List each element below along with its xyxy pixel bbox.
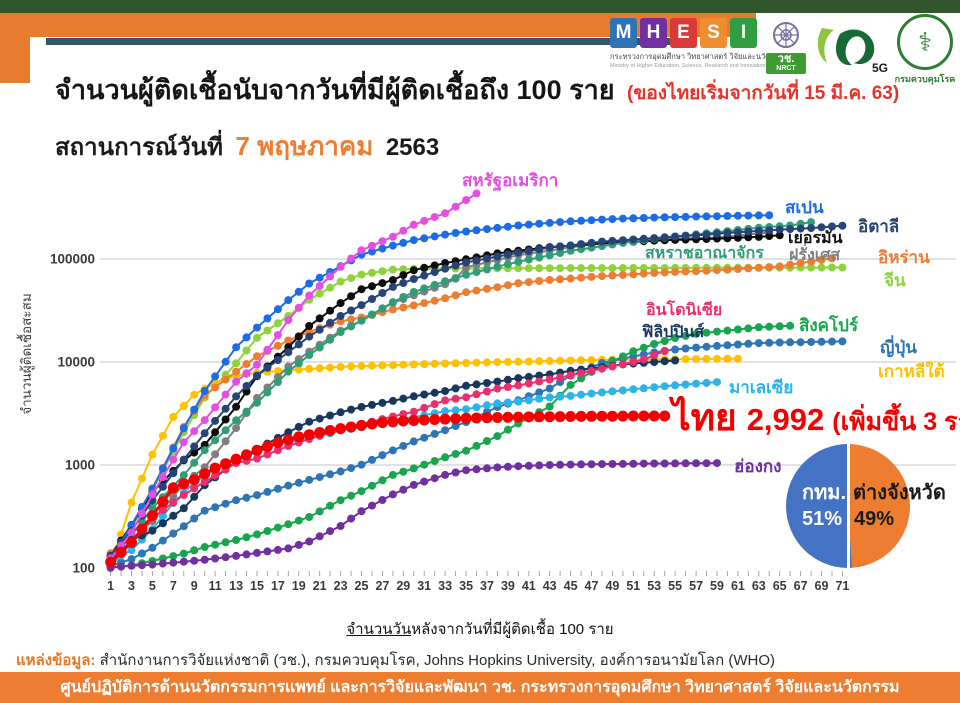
x-tick-3: 3 xyxy=(128,579,135,593)
mhesi-subtitle-en: Ministry of Higher Education, Science, R… xyxy=(610,63,766,69)
ddc-logo: ⚕ กรมควบคุมโรค xyxy=(890,14,960,86)
x-tick-15: 15 xyxy=(250,579,264,593)
x-tick-1: 1 xyxy=(107,579,114,593)
pie-divider-line xyxy=(846,444,850,568)
x-tick-61: 61 xyxy=(731,579,745,593)
top-green-bar xyxy=(0,0,960,13)
title-note: (ของไทยเริ่มจากวันที่ 15 มี.ค. 63) xyxy=(627,83,900,104)
subtitle-prefix: สถานการณ์วันที่ xyxy=(55,134,223,161)
x-tick-5: 5 xyxy=(149,579,156,593)
page-subtitle: สถานการณ์วันที่ 7 พฤษภาคม 2563 xyxy=(55,126,439,167)
pie-slice-pct-bkk: 51% xyxy=(802,508,843,530)
vch-swoosh-shape xyxy=(835,29,875,66)
x-tick-53: 53 xyxy=(647,579,661,593)
thailand-note: (เพิ่มขึ้น 3 ราย) xyxy=(832,408,960,436)
thailand-value: 2,992 xyxy=(746,402,825,437)
vch-5g-logo: 5G xyxy=(810,22,890,82)
x-tick-21: 21 xyxy=(313,579,327,593)
content-card xyxy=(30,37,960,117)
x-tick-63: 63 xyxy=(752,579,766,593)
x-tick-7: 7 xyxy=(170,579,177,593)
page-title: จำนวนผู้ติดเชื้อนับจากวันที่มีผู้ติดเชื้… xyxy=(55,68,899,111)
series-hongkong xyxy=(106,459,721,572)
footer-bar: ศูนย์ปฏิบัติการด้านนวัตกรรมการแพทย์ และก… xyxy=(0,672,960,703)
series-thailand xyxy=(105,410,671,568)
x-tick-31: 31 xyxy=(417,579,431,593)
teal-divider-rule xyxy=(46,38,679,45)
leaf-shape xyxy=(817,28,834,63)
y-tick-100: 100 xyxy=(72,561,95,576)
x-tick-71: 71 xyxy=(835,579,849,593)
nrct-logo: วช. NRCT xyxy=(766,18,806,80)
x-tick-51: 51 xyxy=(626,579,640,593)
subtitle-date: 7 พฤษภาคม xyxy=(235,131,374,161)
line-chart: 1 3 5 7 9 11 13 15 17 19 21 23 25 27 29 31 33 35 37 39 41 43 4… xyxy=(50,189,956,593)
x-axis-title-rest: หลังจากวันที่มีผู้ติดเชื้อ 100 ราย xyxy=(411,621,614,638)
x-axis-title: จำนวนวันหลังจากวันที่มีผู้ติดเชื้อ 100 ร… xyxy=(240,617,720,641)
mhesi-letter-M: M xyxy=(610,18,637,48)
nrct-name-box: วช. NRCT xyxy=(766,53,806,74)
y-tick-100000: 100000 xyxy=(50,252,95,267)
y-tick-10000: 10000 xyxy=(57,355,95,370)
x-tick-43: 43 xyxy=(543,579,557,593)
ddc-caption: กรมควบคุมโรค xyxy=(894,74,956,84)
nrct-vch-text: วช. xyxy=(777,53,795,65)
x-axis-title-underlined: จำนวนวัน xyxy=(346,621,412,638)
vch5g-tag-text: 5G xyxy=(872,61,888,75)
x-tick-57: 57 xyxy=(689,579,703,593)
x-tick-23: 23 xyxy=(334,579,348,593)
x-tick-17: 17 xyxy=(271,579,285,593)
title-main: จำนวนผู้ติดเชื้อนับจากวันที่มีผู้ติดเชื้… xyxy=(55,75,615,105)
x-tick-11: 11 xyxy=(208,579,221,593)
x-tick-67: 67 xyxy=(794,579,808,593)
footer-text: ศูนย์ปฏิบัติการด้านนวัตกรรมการแพทย์ และก… xyxy=(60,679,900,696)
x-tick-59: 59 xyxy=(710,579,724,593)
mhesi-letter-I: I xyxy=(730,18,757,48)
x-tick-29: 29 xyxy=(396,579,410,593)
x-tick-27: 27 xyxy=(375,579,389,593)
x-tick-47: 47 xyxy=(585,579,599,593)
x-tick-13: 13 xyxy=(229,579,243,593)
bkk-province-pie-chart: กทม. 51% ต่างจังหวัด 49% xyxy=(786,444,960,570)
x-tick-35: 35 xyxy=(459,579,473,593)
y-axis-title: จำนวนผู้ติดเชื้อสะสม xyxy=(19,293,34,415)
thailand-annotation: ไทย 2,992 (เพิ่มขึ้น 3 ราย) xyxy=(672,388,960,447)
mhesi-letter-S: S xyxy=(700,18,727,48)
x-tick-65: 65 xyxy=(773,579,787,593)
x-tick-55: 55 xyxy=(668,579,682,593)
x-tick-19: 19 xyxy=(292,579,306,593)
x-tick-69: 69 xyxy=(815,579,829,593)
pie-slice-label-bkk: กทม. xyxy=(802,482,847,504)
nrct-emblem-icon xyxy=(769,18,803,52)
x-tick-39: 39 xyxy=(501,579,515,593)
x-tick-49: 49 xyxy=(605,579,619,593)
mhesi-letter-H: H xyxy=(640,18,667,48)
x-tick-37: 37 xyxy=(480,579,494,593)
x-tick-9: 9 xyxy=(191,579,198,593)
subtitle-year: 2563 xyxy=(385,134,440,161)
x-tick-33: 33 xyxy=(438,579,452,593)
pie-slice-pct-provinces: 49% xyxy=(854,508,895,530)
caduceus-icon: ⚕ xyxy=(897,14,953,70)
y-tick-1000: 1000 xyxy=(65,458,95,473)
mhesi-subtitle-th: กระทรวงการอุดมศึกษา วิทยาศาสตร์ วิจัยและ… xyxy=(610,52,788,61)
source-text: สำนักงานการวิจัยแห่งชาติ (วช.), กรมควบคุ… xyxy=(99,652,776,669)
x-tick-25: 25 xyxy=(355,579,369,593)
mhesi-letter-E: E xyxy=(670,18,697,48)
nrct-en-text: NRCT xyxy=(776,65,796,72)
x-tick-41: 41 xyxy=(522,579,536,593)
source-label: แหล่งข้อมูล: xyxy=(16,652,96,669)
thailand-name: ไทย xyxy=(672,397,737,438)
x-tick-45: 45 xyxy=(564,579,578,593)
data-source-line: แหล่งข้อมูล: สำนักงานการวิจัยแห่งชาติ (ว… xyxy=(16,648,775,672)
pie-slice-label-provinces: ต่างจังหวัด xyxy=(853,482,946,504)
